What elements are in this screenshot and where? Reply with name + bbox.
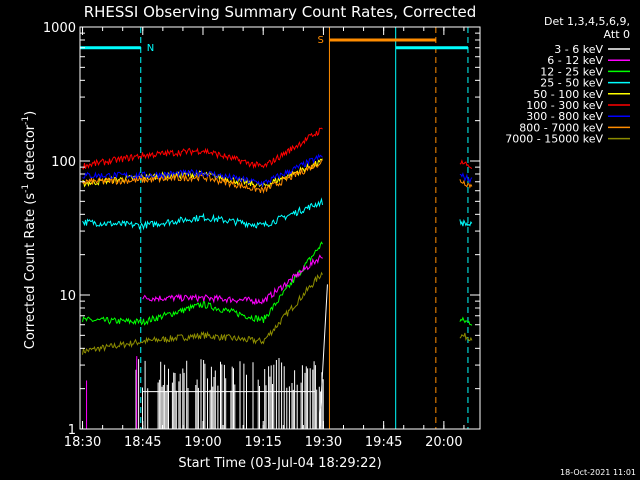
chart-title: RHESSI Observing Summary Count Rates, Co… (84, 3, 477, 21)
y-tick-label: 10 (59, 289, 76, 304)
legend-label: 7000 - 15000 keV (505, 133, 603, 146)
y-tick-label: 1 (68, 423, 76, 438)
x-axis: 18:30 18:45 19:00 19:15 19:30 19:45 20:00 (64, 27, 465, 450)
series-line (459, 218, 473, 227)
legend-label: 800 - 7000 keV (519, 121, 603, 134)
y-tick-label: 100 (51, 155, 76, 170)
annotation-label: N (147, 43, 154, 54)
y-tick-label: 1000 (43, 21, 76, 36)
plot-frame (79, 26, 481, 430)
series-line (82, 197, 323, 231)
series-line (82, 127, 323, 170)
x-tick-label: 18:30 (64, 435, 101, 450)
x-tick-label: 18:45 (124, 435, 161, 450)
series-spikes-6-12kev (86, 356, 138, 429)
legend-label: 3 - 6 keV (554, 43, 603, 56)
annotation-label: S (317, 35, 323, 46)
y-axis: 1 10 100 1000 (43, 21, 480, 438)
series-line (459, 332, 473, 342)
legend-label: 25 - 50 keV (540, 77, 603, 90)
legend-label: 12 - 25 keV (540, 65, 603, 78)
x-axis-label: Start Time (03-Jul-04 18:29:22) (178, 456, 381, 471)
x-tick-label: 19:45 (365, 435, 402, 450)
series-line (459, 179, 473, 189)
series-line (459, 159, 473, 169)
legend-header-line2: Att 0 (604, 28, 630, 41)
legend-header-line1: Det 1,3,4,5,6,9, (544, 15, 630, 28)
legend-label: 300 - 800 keV (526, 110, 603, 123)
series-line (459, 316, 473, 326)
x-tick-label: 20:00 (425, 435, 462, 450)
legend-label: 50 - 100 keV (533, 88, 603, 101)
x-tick-label: 19:30 (305, 435, 342, 450)
x-tick-label: 19:15 (244, 435, 281, 450)
plot-area: NS (79, 27, 473, 430)
footer-date: 18-Oct-2021 11:01 (560, 468, 636, 477)
legend-label: 6 - 12 keV (547, 54, 603, 67)
series-line-3-6kev (135, 284, 328, 430)
legend-label: 100 - 300 keV (526, 99, 603, 112)
series-line (142, 254, 323, 306)
series-line (82, 153, 323, 188)
series-line (82, 271, 323, 355)
series-line (82, 241, 323, 326)
y-axis-label: Corrected Count Rate (s-1 detector-1) (21, 111, 38, 349)
series-line (459, 172, 473, 184)
x-tick-label: 19:00 (184, 435, 221, 450)
